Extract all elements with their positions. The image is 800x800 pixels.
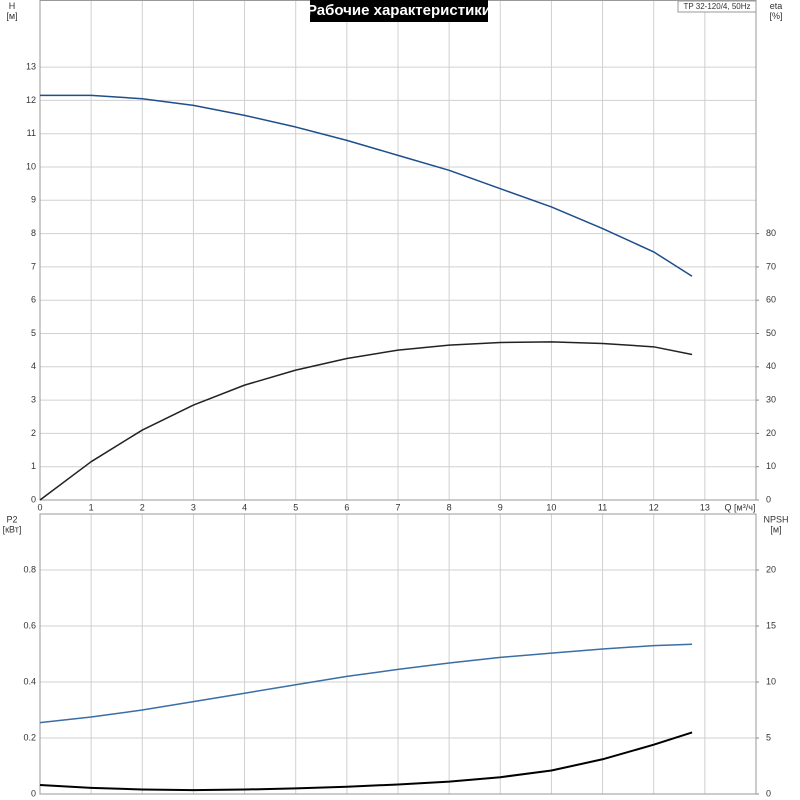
y2-tick-label: 40: [766, 361, 776, 371]
model-box: [677, 0, 757, 13]
y-axis-label: H: [9, 1, 16, 11]
y-tick-label: 0.4: [23, 676, 36, 686]
plots: 0 1 2 3 4 5 6 7 8 9 10 11 12 130123456789101112130102…: [3, 0, 789, 798]
y-tick-label: 12: [26, 95, 36, 105]
y-tick-label: 10: [26, 161, 36, 171]
x-tick-label: 8: [447, 502, 452, 512]
x-axis-label: Q [м³/ч]: [725, 502, 756, 512]
y-tick-label: 0: [31, 788, 36, 798]
y2-tick-label: 5: [766, 732, 771, 742]
y-tick-label: 5: [31, 328, 36, 338]
y-axis-label: P2: [6, 514, 17, 524]
y2-tick-label: 80: [766, 228, 776, 238]
y2-tick-label: 0: [766, 494, 771, 504]
y2-tick-label: 60: [766, 295, 776, 305]
y-tick-label: 6: [31, 295, 36, 305]
y2-axis-unit: [%]: [769, 11, 782, 21]
x-tick-label: 7: [395, 502, 400, 512]
y-tick-label: 13: [26, 61, 36, 71]
plot-frame: [39, 513, 757, 795]
y-tick-label: 2: [31, 428, 36, 438]
y-tick-label: 11: [27, 128, 36, 138]
x-tick-label: 12: [649, 502, 659, 512]
x-tick-label: 3: [191, 502, 196, 512]
x-tick-label: 6: [344, 502, 349, 512]
x-tick-label: 0: [37, 502, 42, 512]
series-line: [39, 643, 693, 724]
y2-tick-label: 10: [766, 676, 776, 686]
y-tick-label: 3: [31, 394, 36, 404]
x-tick-label: 2: [140, 502, 145, 512]
y-axis-unit: [кВт]: [3, 524, 22, 534]
y-axis-unit: [м]: [6, 11, 17, 21]
series-line: [39, 341, 693, 501]
y2-axis-label: eta: [770, 1, 783, 11]
y2-tick-label: 30: [766, 394, 776, 404]
series-line: [40, 94, 693, 277]
x-tick-label: 10: [546, 502, 556, 512]
y2-tick-label: 15: [766, 620, 776, 630]
y2-axis-label: NPSH: [763, 514, 788, 524]
x-tick-label: 4: [242, 502, 247, 512]
x-tick-label: 9: [498, 502, 503, 512]
model-label: TP 32-120/4, 50Hz: [683, 2, 750, 11]
y2-tick-label: 20: [766, 564, 776, 574]
x-tick-label: 13: [700, 502, 710, 512]
y-tick-label: 0: [31, 494, 36, 504]
y2-tick-label: 50: [766, 328, 776, 338]
y-tick-label: 0.8: [23, 564, 36, 574]
title-background: [310, 0, 488, 22]
y2-tick-label: 0: [766, 788, 771, 798]
y-tick-label: 1: [31, 461, 36, 471]
x-tick-label: 11: [598, 502, 607, 512]
y-tick-label: 8: [31, 228, 36, 238]
x-tick-label: 5: [293, 502, 298, 512]
y-tick-label: 9: [31, 195, 36, 205]
y-tick-label: 4: [31, 361, 36, 371]
y2-tick-label: 10: [766, 461, 776, 471]
y-tick-label: 0.2: [23, 732, 36, 742]
y2-tick-label: 70: [766, 261, 776, 271]
x-tick-label: 1: [89, 502, 94, 512]
series-line: [39, 731, 693, 792]
y2-axis-unit: [м]: [770, 524, 781, 534]
chart-title: Рабочие характеристики: [307, 2, 491, 19]
y2-tick-label: 20: [766, 428, 776, 438]
y-tick-label: 0.6: [23, 620, 36, 630]
y-tick-label: 7: [31, 261, 36, 271]
